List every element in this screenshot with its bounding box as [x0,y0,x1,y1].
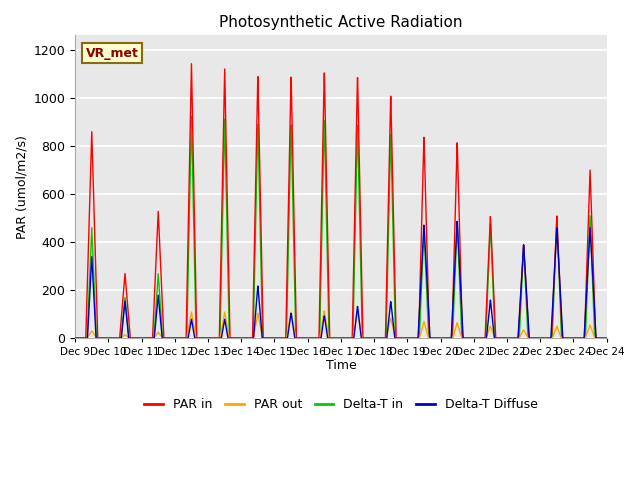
X-axis label: Time: Time [326,359,356,372]
Title: Photosynthetic Active Radiation: Photosynthetic Active Radiation [219,15,463,30]
Text: VR_met: VR_met [86,47,139,60]
Legend: PAR in, PAR out, Delta-T in, Delta-T Diffuse: PAR in, PAR out, Delta-T in, Delta-T Dif… [140,393,543,416]
Y-axis label: PAR (umol/m2/s): PAR (umol/m2/s) [15,135,28,239]
